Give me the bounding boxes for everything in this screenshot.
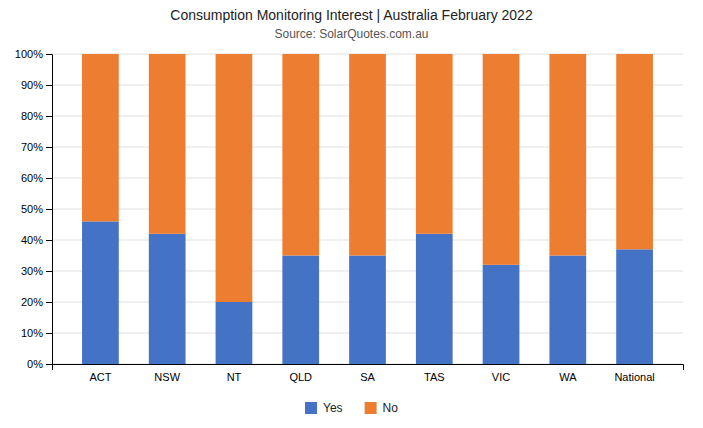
x-tick-label: QLD	[289, 371, 312, 383]
y-tick-mark	[46, 333, 52, 334]
bar	[282, 256, 319, 365]
bar	[416, 234, 453, 364]
y-tick-mark	[46, 116, 52, 117]
y-tick: 40%	[21, 234, 52, 246]
y-tick-label: 90%	[21, 79, 43, 91]
bar	[349, 54, 386, 256]
y-tick-label: 70%	[21, 141, 43, 153]
bar	[616, 54, 653, 249]
y-tick-mark	[46, 209, 52, 210]
x-tick-label: National	[614, 371, 654, 383]
y-tick: 50%	[21, 203, 52, 215]
y-tick-mark	[46, 85, 52, 86]
y-tick: 60%	[21, 172, 52, 184]
x-tick: NSW	[154, 371, 180, 383]
y-tick: 70%	[21, 141, 52, 153]
x-tick: NT	[227, 371, 242, 383]
bar	[149, 54, 186, 234]
y-tick-mark	[46, 271, 52, 272]
series	[82, 54, 653, 302]
title: Consumption Monitoring Interest | Austra…	[170, 7, 533, 23]
x-tick-label: WA	[559, 371, 577, 383]
x-tick-label: VIC	[492, 371, 510, 383]
x-tick-label: SA	[360, 371, 375, 383]
x-tick-label: NT	[227, 371, 242, 383]
y-tick: 90%	[21, 79, 52, 91]
y-tick-mark	[46, 364, 52, 365]
y-tick-label: 80%	[21, 110, 43, 122]
y-tick-label: 100%	[15, 48, 43, 60]
x-tick: QLD	[289, 371, 312, 383]
legend-item: Yes	[305, 401, 343, 415]
legend: Yes No	[305, 401, 398, 415]
legend-label: No	[383, 401, 399, 415]
bar	[483, 265, 520, 364]
y-tick-label: 50%	[21, 203, 43, 215]
bar	[549, 54, 586, 256]
y-tick: 0%	[27, 358, 52, 370]
y-tick-mark	[46, 178, 52, 179]
chart: Consumption Monitoring Interest | Austra…	[0, 0, 703, 428]
y-tick-label: 10%	[21, 327, 43, 339]
y-tick: 80%	[21, 110, 52, 122]
bar	[216, 54, 253, 302]
legend-label: Yes	[323, 401, 343, 415]
legend-swatch	[305, 402, 317, 414]
bar	[82, 54, 119, 221]
bars	[82, 54, 653, 364]
x-tick: ACT	[89, 371, 111, 383]
grid	[52, 54, 683, 364]
y-tick-label: 60%	[21, 172, 43, 184]
y-axis-line	[46, 55, 53, 365]
y-tick-label: 20%	[21, 296, 43, 308]
y-tick: 20%	[21, 296, 52, 308]
legend-swatch	[365, 402, 377, 414]
y-tick-label: 0%	[27, 358, 43, 370]
x-tick: WA	[559, 371, 577, 383]
y-tick: 30%	[21, 265, 52, 277]
bar	[349, 256, 386, 365]
x-tick: TAS	[424, 371, 445, 383]
y-tick-mark	[46, 147, 52, 148]
x-tick: National	[614, 371, 654, 383]
bar	[416, 54, 453, 234]
x-tick: SA	[360, 371, 375, 383]
x-tick-label: NSW	[154, 371, 180, 383]
x-tick: VIC	[492, 371, 510, 383]
y-tick: 100%	[15, 48, 52, 60]
bar	[483, 54, 520, 265]
bar	[82, 221, 119, 364]
y-tick-mark	[46, 302, 52, 303]
bar	[616, 249, 653, 364]
y-tick-mark	[46, 240, 52, 241]
y-axis: 0% 10% 20% 30% 40% 50% 60% 70% 80% 90% 100%	[15, 48, 53, 370]
legend-item: No	[365, 401, 399, 415]
y-tick: 10%	[21, 327, 52, 339]
subtitle: Source: SolarQuotes.com.au	[274, 27, 428, 41]
bar	[282, 54, 319, 256]
bar	[216, 302, 253, 364]
y-tick-label: 30%	[21, 265, 43, 277]
bar	[549, 256, 586, 365]
y-tick-label: 40%	[21, 234, 43, 246]
x-tick-label: ACT	[89, 371, 111, 383]
x-axis: ACT NSW NT QLD SA TAS VIC WA National	[53, 365, 684, 383]
y-tick-mark	[46, 54, 52, 55]
bar	[149, 234, 186, 364]
x-axis-line	[53, 365, 684, 371]
x-tick-label: TAS	[424, 371, 445, 383]
